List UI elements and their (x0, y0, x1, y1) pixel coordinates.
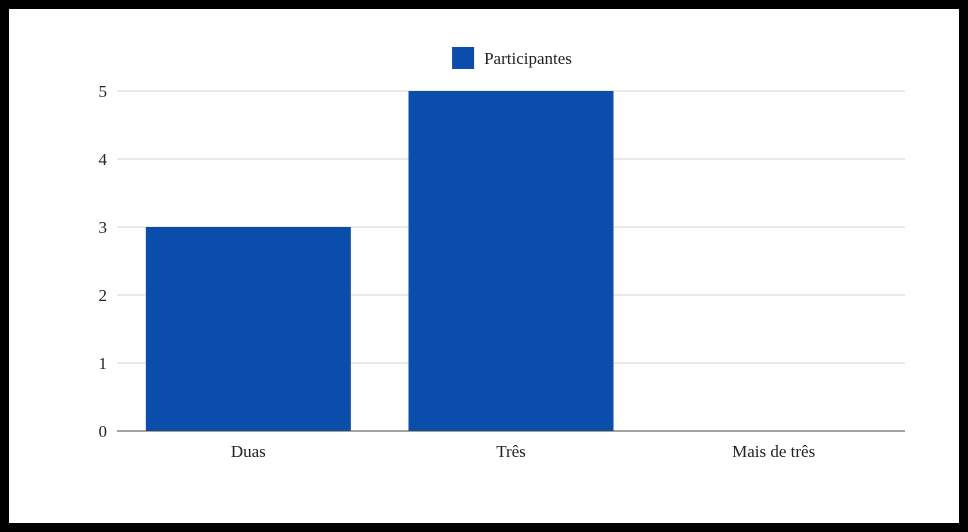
chart-frame: 0 1 2 3 4 5 Duas Três Mais de três Participante… (9, 9, 959, 523)
bar-duas (145, 227, 351, 431)
bar-chart: 0 1 2 3 4 5 Duas Três Mais de três Participante… (99, 47, 905, 461)
y-tick-label: 2 (99, 286, 108, 305)
bar-três (408, 91, 614, 431)
y-axis-ticks: 0 1 2 3 4 5 (99, 82, 108, 441)
y-tick-label: 0 (99, 422, 108, 441)
y-tick-label: 3 (99, 218, 108, 237)
legend-label: Participantes (484, 49, 572, 68)
bars (145, 91, 614, 431)
y-tick-label: 5 (99, 82, 108, 101)
legend: Participantes (452, 47, 572, 69)
y-tick-label: 4 (99, 150, 108, 169)
y-tick-label: 1 (99, 354, 108, 373)
x-tick-label: Mais de três (732, 442, 815, 461)
x-tick-label: Duas (231, 442, 266, 461)
x-tick-label: Três (496, 442, 526, 461)
legend-swatch (452, 47, 475, 69)
x-axis-labels: Duas Três Mais de três (231, 442, 815, 461)
